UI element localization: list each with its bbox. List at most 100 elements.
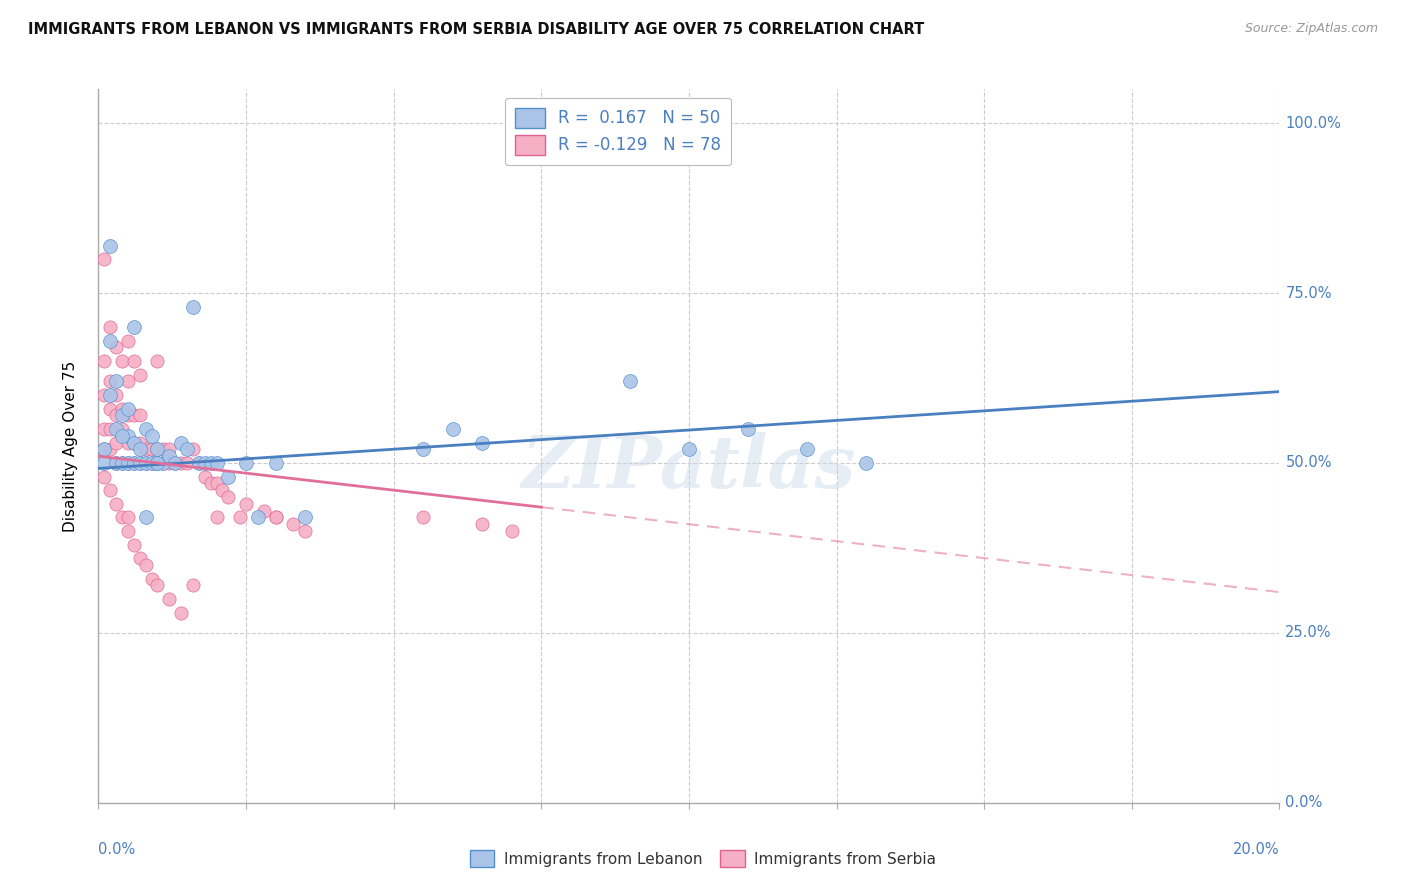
Point [157, 456, 180, 470]
Text: 100.0%: 100.0% [1285, 116, 1341, 131]
Point [105, 388, 128, 402]
Point [165, 456, 187, 470]
Point [128, 442, 150, 457]
Point [111, 401, 134, 416]
Point [146, 442, 169, 457]
Point [117, 510, 139, 524]
Point [98, 401, 121, 416]
Point [122, 409, 145, 423]
Point [93, 442, 115, 457]
Point [737, 422, 759, 436]
Point [194, 469, 217, 483]
Point [111, 456, 134, 470]
Point [141, 429, 163, 443]
Point [170, 606, 193, 620]
Point [128, 551, 150, 566]
Point [122, 456, 145, 470]
Point [152, 442, 174, 457]
Point [501, 524, 523, 538]
Point [117, 401, 139, 416]
Point [117, 456, 139, 470]
Legend: R =  0.167   N = 50, R = -0.129   N = 78: R = 0.167 N = 50, R = -0.129 N = 78 [505, 97, 731, 165]
Point [217, 469, 239, 483]
Point [135, 510, 157, 524]
Point [146, 456, 169, 470]
Point [157, 449, 180, 463]
Point [122, 435, 145, 450]
Point [93, 422, 115, 436]
Point [135, 558, 157, 572]
Point [141, 456, 163, 470]
Point [471, 435, 494, 450]
Point [170, 456, 193, 470]
Point [111, 409, 134, 423]
Point [117, 375, 139, 389]
Point [235, 456, 257, 470]
Point [176, 442, 198, 457]
Point [141, 456, 163, 470]
Point [264, 510, 287, 524]
Point [176, 456, 198, 470]
Point [93, 456, 115, 470]
Point [128, 435, 150, 450]
Point [205, 476, 228, 491]
Point [111, 456, 134, 470]
Text: 75.0%: 75.0% [1285, 285, 1331, 301]
Point [98, 388, 121, 402]
Point [111, 429, 134, 443]
Point [98, 334, 121, 348]
Point [135, 456, 157, 470]
Point [187, 456, 209, 470]
Point [128, 368, 150, 382]
Point [796, 442, 818, 457]
Text: 20.0%: 20.0% [1233, 842, 1279, 857]
Point [117, 456, 139, 470]
Point [141, 442, 163, 457]
Point [205, 510, 228, 524]
Point [471, 517, 494, 532]
Point [93, 469, 115, 483]
Point [152, 456, 174, 470]
Point [200, 456, 222, 470]
Y-axis label: Disability Age Over 75: Disability Age Over 75 [63, 360, 77, 532]
Point [135, 456, 157, 470]
Point [98, 320, 121, 334]
Point [128, 456, 150, 470]
Point [122, 456, 145, 470]
Point [181, 442, 204, 457]
Point [294, 510, 316, 524]
Point [441, 422, 464, 436]
Point [619, 375, 641, 389]
Point [246, 510, 269, 524]
Point [205, 456, 228, 470]
Point [200, 476, 222, 491]
Point [187, 456, 209, 470]
Point [122, 435, 145, 450]
Point [105, 341, 128, 355]
Point [264, 510, 287, 524]
Point [253, 503, 276, 517]
Point [181, 300, 204, 314]
Text: 0.0%: 0.0% [1285, 796, 1323, 810]
Point [152, 456, 174, 470]
Point [146, 354, 169, 368]
Point [146, 456, 169, 470]
Point [170, 435, 193, 450]
Point [98, 238, 121, 252]
Point [117, 334, 139, 348]
Point [111, 510, 134, 524]
Point [105, 435, 128, 450]
Text: 0.0%: 0.0% [98, 842, 135, 857]
Point [98, 483, 121, 498]
Point [157, 442, 180, 457]
Point [141, 572, 163, 586]
Point [105, 422, 128, 436]
Point [98, 422, 121, 436]
Text: 50.0%: 50.0% [1285, 456, 1331, 470]
Point [105, 456, 128, 470]
Point [181, 578, 204, 592]
Point [855, 456, 877, 470]
Point [105, 409, 128, 423]
Point [194, 456, 217, 470]
Point [105, 456, 128, 470]
